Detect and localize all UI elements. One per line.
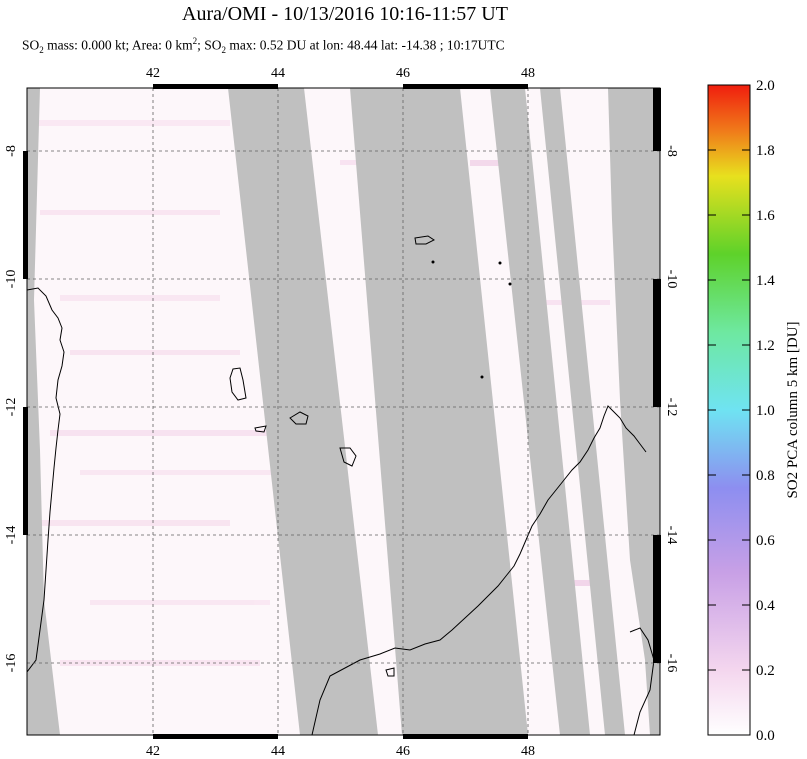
nodata-swath — [350, 88, 528, 735]
lon-tick-label-top: 46 — [396, 66, 410, 81]
map-area — [27, 88, 660, 735]
colorbar-tick-label: 0.4 — [756, 598, 775, 614]
subtitle-subscript: 2 — [221, 45, 227, 56]
colorbar-tick-label: 0.8 — [756, 468, 775, 484]
subtitle-part: SO — [22, 37, 40, 53]
nodata-swath — [228, 88, 378, 735]
lon-tick-label-bottom: 42 — [146, 744, 160, 759]
lon-tick-label-top: 48 — [521, 66, 535, 81]
lat-tick-label-right: -12 — [664, 398, 679, 417]
colorbar-tick-label: 2.0 — [756, 78, 775, 94]
map-subtitle: SO2 mass: 0.000 kt; Area: 0 km2; SO2 max… — [22, 36, 505, 55]
colorbar-tick-label: 0.2 — [756, 663, 775, 679]
lat-tick-label-left: -12 — [4, 398, 19, 417]
lat-labels: -8 -10 -12 -14 -16 -8 -10 -12 -14 -16 — [4, 145, 679, 672]
lat-tick-label-right: -14 — [664, 526, 679, 545]
colorbar-tick-label: 1.2 — [756, 338, 775, 354]
map-frame — [23, 84, 661, 739]
colorbar-tick-label: 0.6 — [756, 533, 775, 549]
colorbar: 0.0 0.2 0.4 0.6 0.8 1.0 1.2 1.4 1.6 1.8 … — [707, 78, 801, 744]
colorbar-tick-label: 1.0 — [756, 403, 775, 419]
lat-tick-label-right: -16 — [664, 654, 679, 673]
nodata-swath — [490, 88, 590, 735]
lat-tick-label-left: -10 — [4, 270, 19, 289]
lat-tick-label-left: -14 — [4, 526, 19, 545]
nodata-swath — [608, 88, 660, 735]
colorbar-label: SO2 PCA column 5 km [DU] — [785, 321, 801, 498]
lat-tick-label-left: -16 — [4, 654, 19, 673]
lon-tick-label-bottom: 44 — [271, 744, 285, 759]
lon-tick-label-top: 44 — [271, 66, 285, 81]
subtitle-part: ; SO — [197, 37, 222, 53]
colorbar-ticks — [708, 84, 750, 736]
lat-tick-label-right: -10 — [664, 270, 679, 289]
colorbar-tick-label: 1.6 — [756, 208, 775, 224]
lon-tick-label-bottom: 48 — [521, 744, 535, 759]
subtitle-superscript: 2 — [192, 36, 198, 46]
lon-tick-label-top: 42 — [146, 66, 160, 81]
lon-labels: 42 44 46 48 42 44 46 48 — [146, 66, 535, 759]
lon-tick-label-bottom: 46 — [396, 744, 410, 759]
colorbar-tick-label: 0.0 — [756, 728, 775, 744]
subtitle-subscript: 2 — [39, 45, 44, 56]
colorbar-tick-label: 1.8 — [756, 143, 775, 159]
subtitle-part: mass: 0.000 kt; Area: 0 km — [43, 37, 193, 53]
nodata-swath — [540, 88, 625, 735]
coastlines — [27, 235, 655, 735]
subtitle-part: max: 0.52 DU at lon: 48.44 lat: -14.38 ;… — [226, 37, 505, 53]
colorbar-tick-label: 1.4 — [756, 273, 775, 289]
colorbar-tick-labels: 0.0 0.2 0.4 0.6 0.8 1.0 1.2 1.4 1.6 1.8 … — [756, 78, 775, 744]
lat-tick-label-left: -8 — [4, 145, 19, 157]
lat-tick-label-right: -8 — [664, 145, 679, 157]
map-title: Aura/OMI - 10/13/2016 10:16-11:57 UT — [182, 3, 508, 25]
nodata-swath — [27, 88, 60, 735]
